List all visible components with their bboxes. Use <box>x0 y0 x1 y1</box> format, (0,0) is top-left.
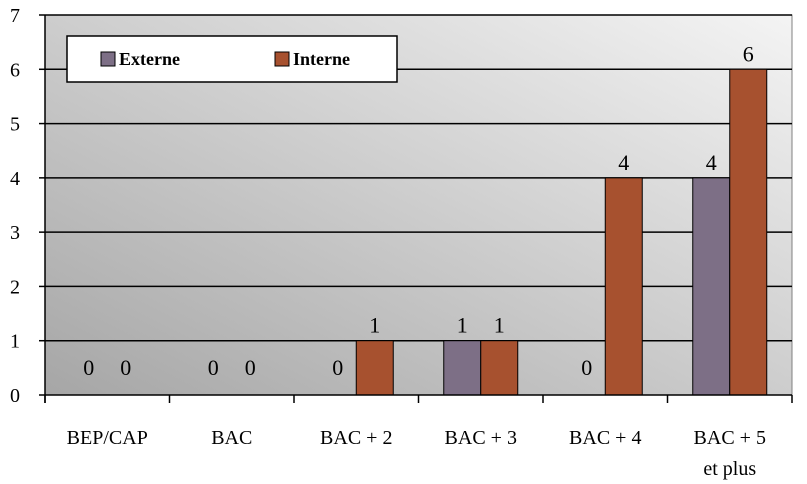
bar-interne <box>355 340 394 396</box>
legend: Externe Interne <box>66 35 398 83</box>
data-label: 1 <box>369 313 380 338</box>
bar-interne <box>604 177 643 396</box>
y-tick-label: 3 <box>10 222 20 244</box>
x-tick-label: BAC + 2 <box>320 427 392 449</box>
bars <box>355 68 768 396</box>
data-label: 1 <box>457 313 468 338</box>
bar-interne <box>480 340 519 396</box>
legend-swatch-interne <box>274 51 290 67</box>
x-tick-label: BAC + 4 <box>569 427 641 449</box>
y-tick-label: 2 <box>10 276 20 298</box>
x-tick-label: BAC <box>211 427 252 449</box>
legend-label-interne: Interne <box>293 49 350 69</box>
x-tick-label: BAC + 5 <box>694 427 766 449</box>
x-tick-label: et plus <box>703 458 756 480</box>
y-tick-label: 0 <box>10 385 20 407</box>
y-tick-labels: 0 1 2 3 4 5 6 7 <box>10 5 20 407</box>
data-label: 0 <box>581 355 592 380</box>
y-tick-label: 5 <box>10 114 20 136</box>
data-label: 0 <box>332 355 343 380</box>
data-label: 6 <box>743 41 754 66</box>
data-label: 4 <box>618 150 629 175</box>
data-label: 0 <box>120 355 131 380</box>
legend-swatch-externe <box>100 51 116 67</box>
data-label: 0 <box>208 355 219 380</box>
bar-externe <box>692 177 731 396</box>
gridlines <box>45 14 792 342</box>
data-label: 4 <box>706 150 717 175</box>
legend-label-externe: Externe <box>119 49 180 69</box>
data-labels: 0 0 0 0 0 1 1 1 0 4 4 6 <box>83 41 754 380</box>
data-label: 0 <box>245 355 256 380</box>
bar-interne <box>729 68 768 396</box>
x-tick-labels: BEP/CAP BAC BAC + 2 BAC + 3 BAC + 4 BAC + 5 et… <box>67 427 766 480</box>
data-label: 1 <box>494 313 505 338</box>
y-tick-label: 7 <box>10 5 20 27</box>
axes <box>39 14 793 403</box>
legend-box <box>66 35 398 83</box>
bar-externe <box>443 340 482 396</box>
x-tick-label: BEP/CAP <box>67 427 148 449</box>
y-tick-label: 1 <box>10 331 20 353</box>
y-tick-label: 6 <box>10 59 20 81</box>
data-label: 0 <box>83 355 94 380</box>
x-tick-label: BAC + 3 <box>445 427 517 449</box>
y-tick-label: 4 <box>10 168 20 190</box>
